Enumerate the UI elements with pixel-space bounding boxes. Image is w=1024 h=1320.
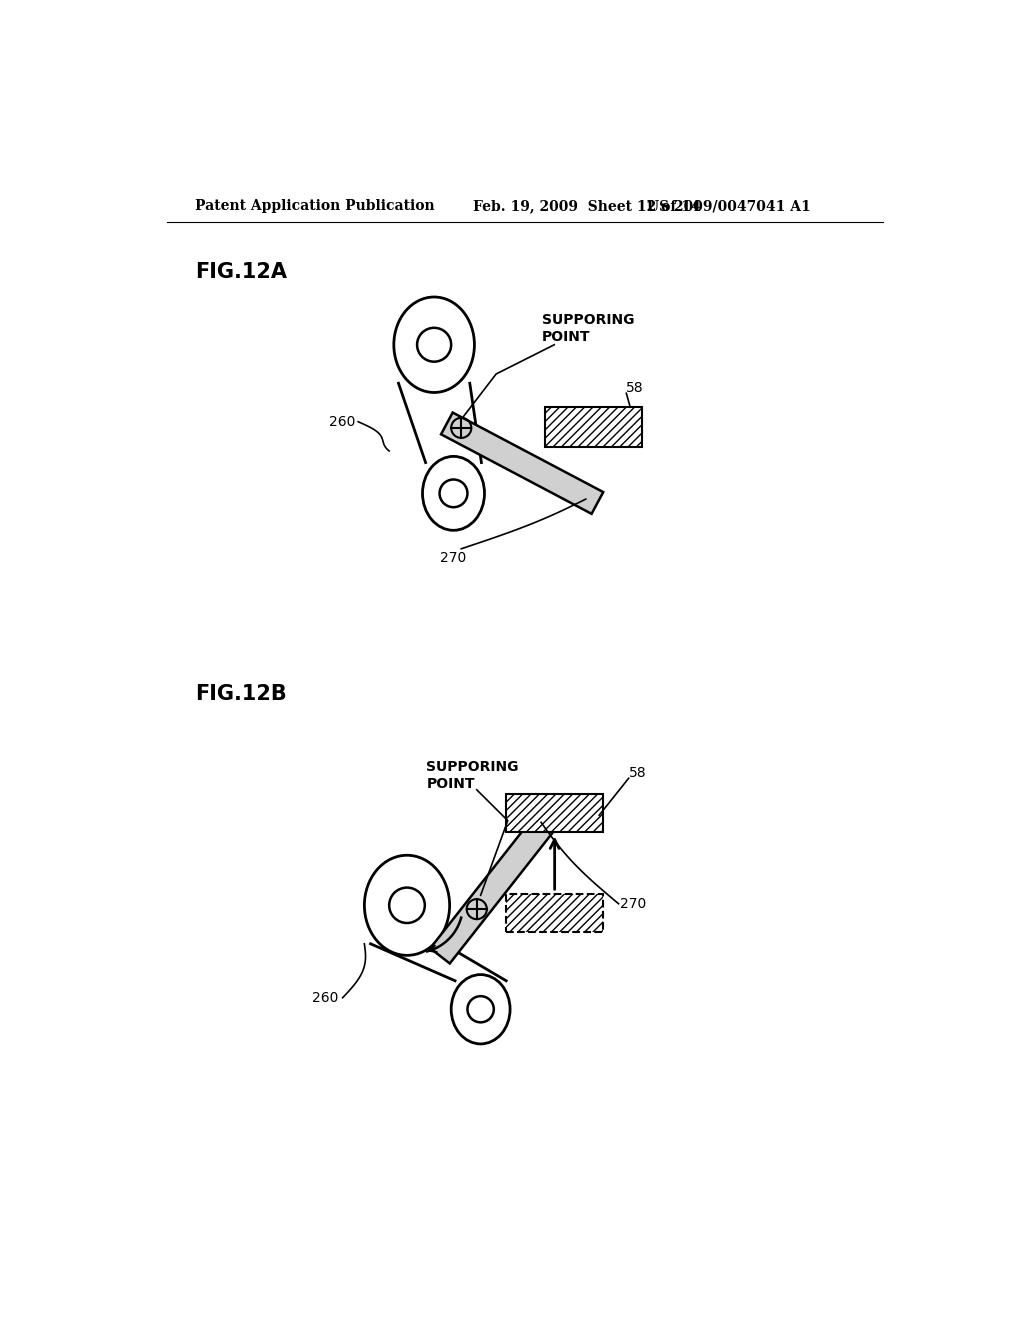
Text: FIG.12B: FIG.12B bbox=[196, 684, 287, 704]
Text: 270: 270 bbox=[621, 896, 646, 911]
Bar bbox=[545, 407, 642, 447]
Bar bbox=[506, 793, 603, 832]
Text: SUPPORING: SUPPORING bbox=[426, 760, 519, 774]
Text: 260: 260 bbox=[329, 414, 355, 429]
Text: SUPPORING: SUPPORING bbox=[542, 313, 634, 327]
Text: Patent Application Publication: Patent Application Publication bbox=[196, 199, 435, 213]
Text: POINT: POINT bbox=[542, 330, 591, 345]
Polygon shape bbox=[441, 413, 603, 513]
Text: FIG.12A: FIG.12A bbox=[196, 263, 288, 282]
Text: US 2009/0047041 A1: US 2009/0047041 A1 bbox=[647, 199, 811, 213]
Text: POINT: POINT bbox=[426, 776, 475, 791]
Bar bbox=[506, 894, 603, 932]
Text: 270: 270 bbox=[440, 552, 467, 565]
Text: 260: 260 bbox=[312, 991, 339, 1005]
Text: Feb. 19, 2009  Sheet 12 of 14: Feb. 19, 2009 Sheet 12 of 14 bbox=[473, 199, 700, 213]
Text: 58: 58 bbox=[629, 766, 646, 780]
Polygon shape bbox=[430, 814, 555, 964]
Text: 58: 58 bbox=[627, 381, 644, 395]
